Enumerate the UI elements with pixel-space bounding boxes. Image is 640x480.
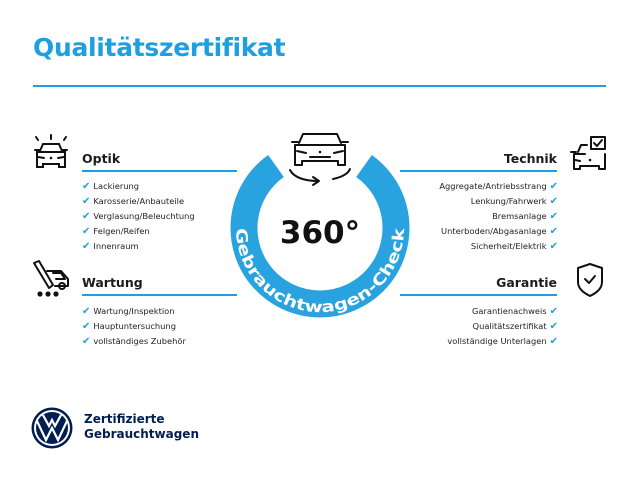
check-icon: ✔ (82, 181, 91, 192)
list-item: ✔ Verglasung/Beleuchtung (82, 211, 195, 222)
optik-heading: Optik (82, 151, 121, 166)
check-icon: ✔ (549, 211, 558, 222)
car-lights-icon (34, 134, 68, 168)
logo-line1: Zertifizierte (84, 412, 165, 426)
garantie-list: Garantienachweis ✔ Qualitätszertifikat ✔ v… (447, 304, 558, 349)
list-item: ✔ Innenraum (82, 241, 139, 252)
list-item: Aggregate/Antriebsstrang ✔ (439, 181, 558, 192)
optik-divider (82, 170, 237, 172)
list-item: vollständige Unterlagen ✔ (447, 336, 558, 347)
technik-heading: Technik (503, 151, 557, 166)
check-icon: ✔ (82, 196, 91, 207)
logo-text: Zertifizierte Gebrauchtwagen (84, 412, 199, 442)
check-icon: ✔ (549, 226, 558, 237)
wartung-divider (82, 294, 237, 296)
check-icon: ✔ (82, 321, 91, 332)
vw-logo (31, 407, 73, 449)
list-item: ✔ Hauptuntersuchung (82, 321, 176, 332)
technik-list: Aggregate/Antriebsstrang ✔ Lenkung/Fahrwe… (439, 179, 558, 254)
page-title: Qualitätszertifikat (33, 33, 286, 62)
list-item: Sicherheit/Elektrik ✔ (470, 241, 558, 252)
wartung-list: ✔ Wartung/Inspektion ✔ Hauptuntersuchung ✔… (82, 304, 186, 349)
list-item: Unterboden/Abgasanlage ✔ (441, 226, 558, 237)
wartung-heading: Wartung (82, 275, 143, 290)
list-item: ✔ Felgen/Reifen (82, 226, 150, 237)
technik-divider (400, 170, 557, 172)
list-item: ✔ Karosserie/Anbauteile (82, 196, 185, 207)
badge-value: 360° (280, 215, 360, 251)
shield-check-icon (577, 263, 603, 297)
list-item: ✔ vollständiges Zubehör (82, 336, 186, 347)
van-wrench-icon (33, 260, 69, 297)
check-icon: ✔ (82, 336, 91, 347)
check-icon: ✔ (549, 181, 558, 192)
badge-ring (230, 155, 410, 318)
list-item: Garantienachweis ✔ (471, 306, 558, 317)
optik-list: ✔ Lackierung ✔ Karosserie/Anbauteile ✔ Verg… (82, 179, 195, 254)
car-rotate-icon (289, 133, 351, 186)
check-icon: ✔ (549, 336, 558, 347)
check-icon: ✔ (549, 321, 558, 332)
check-icon: ✔ (82, 226, 91, 237)
list-item: Qualitätszertifikat ✔ (472, 321, 558, 332)
check-icon: ✔ (549, 306, 558, 317)
list-item: Lenkung/Fahrwerk ✔ (470, 196, 558, 207)
car-checkbox-icon (570, 136, 606, 170)
check-icon: ✔ (549, 196, 558, 207)
list-item: Bremsanlage ✔ (492, 211, 558, 222)
list-item: ✔ Wartung/Inspektion (82, 306, 175, 317)
logo-line2: Gebrauchtwagen (84, 427, 199, 441)
garantie-divider (400, 294, 557, 296)
garantie-heading: Garantie (496, 275, 557, 290)
check-icon: ✔ (82, 211, 91, 222)
list-item: ✔ Lackierung (82, 181, 140, 192)
check-icon: ✔ (549, 241, 558, 252)
check-icon: ✔ (82, 306, 91, 317)
check-icon: ✔ (82, 241, 91, 252)
title-divider (33, 85, 606, 87)
